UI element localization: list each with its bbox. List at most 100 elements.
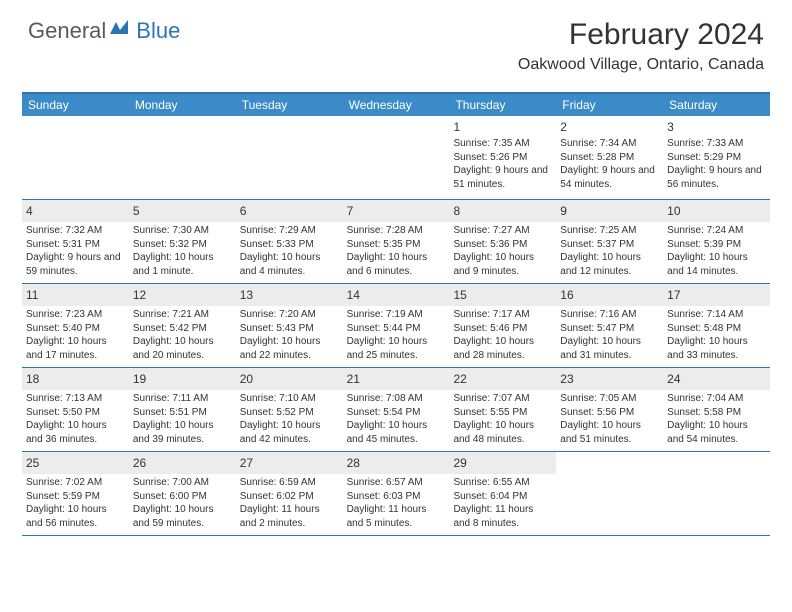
day-info-dl: Daylight: 10 hours and 33 minutes. xyxy=(667,335,766,362)
day-info-dl: Daylight: 10 hours and 39 minutes. xyxy=(133,419,232,446)
day-cell: 28Sunrise: 6:57 AMSunset: 6:03 PMDayligh… xyxy=(343,452,450,535)
day-info-dl: Daylight: 10 hours and 22 minutes. xyxy=(240,335,339,362)
day-cell: 8Sunrise: 7:27 AMSunset: 5:36 PMDaylight… xyxy=(449,200,556,283)
day-number: 25 xyxy=(22,452,129,474)
day-info-sr: Sunrise: 7:21 AM xyxy=(133,308,232,322)
day-number: 18 xyxy=(22,368,129,390)
day-info-sr: Sunrise: 7:00 AM xyxy=(133,476,232,490)
day-info-ss: Sunset: 6:02 PM xyxy=(240,490,339,504)
day-info-ss: Sunset: 5:55 PM xyxy=(453,406,552,420)
day-header: Thursday xyxy=(449,94,556,116)
day-number: 21 xyxy=(343,368,450,390)
day-number: 13 xyxy=(236,284,343,306)
day-number: 2 xyxy=(560,119,659,135)
week-row: 4Sunrise: 7:32 AMSunset: 5:31 PMDaylight… xyxy=(22,200,770,284)
day-info-sr: Sunrise: 7:20 AM xyxy=(240,308,339,322)
day-cell xyxy=(129,116,236,199)
day-info-ss: Sunset: 5:40 PM xyxy=(26,322,125,336)
day-cell: 13Sunrise: 7:20 AMSunset: 5:43 PMDayligh… xyxy=(236,284,343,367)
day-info-ss: Sunset: 5:50 PM xyxy=(26,406,125,420)
day-info-sr: Sunrise: 7:14 AM xyxy=(667,308,766,322)
day-cell xyxy=(236,116,343,199)
day-info-ss: Sunset: 5:56 PM xyxy=(560,406,659,420)
day-info-ss: Sunset: 5:48 PM xyxy=(667,322,766,336)
day-info-sr: Sunrise: 7:23 AM xyxy=(26,308,125,322)
day-number: 26 xyxy=(129,452,236,474)
day-cell xyxy=(343,116,450,199)
day-info-ss: Sunset: 5:32 PM xyxy=(133,238,232,252)
day-cell: 5Sunrise: 7:30 AMSunset: 5:32 PMDaylight… xyxy=(129,200,236,283)
day-info-sr: Sunrise: 7:02 AM xyxy=(26,476,125,490)
day-cell: 17 Sunrise: 7:14 AMSunset: 5:48 PMDayligh… xyxy=(663,284,770,367)
day-cell: 6Sunrise: 7:29 AMSunset: 5:33 PMDaylight… xyxy=(236,200,343,283)
day-info-sr: Sunrise: 7:28 AM xyxy=(347,224,446,238)
day-info-dl: Daylight: 10 hours and 6 minutes. xyxy=(347,251,446,278)
day-number: 29 xyxy=(449,452,556,474)
flag-icon xyxy=(110,20,134,43)
week-row: 1Sunrise: 7:35 AMSunset: 5:26 PMDaylight… xyxy=(22,116,770,200)
day-info-dl: Daylight: 9 hours and 54 minutes. xyxy=(560,164,659,191)
day-info-sr: Sunrise: 7:13 AM xyxy=(26,392,125,406)
day-info-ss: Sunset: 5:44 PM xyxy=(347,322,446,336)
header: General Blue February 2024 Oakwood Villa… xyxy=(0,0,792,82)
day-cell: 27Sunrise: 6:59 AMSunset: 6:02 PMDayligh… xyxy=(236,452,343,535)
day-info-ss: Sunset: 5:26 PM xyxy=(453,151,552,165)
day-cell xyxy=(556,452,663,535)
day-info-sr: Sunrise: 7:16 AM xyxy=(560,308,659,322)
day-cell xyxy=(663,452,770,535)
day-info-sr: Sunrise: 7:07 AM xyxy=(453,392,552,406)
day-info-ss: Sunset: 5:39 PM xyxy=(667,238,766,252)
logo-text-blue: Blue xyxy=(136,18,180,44)
day-info-sr: Sunrise: 7:33 AM xyxy=(667,137,766,151)
calendar: SundayMondayTuesdayWednesdayThursdayFrid… xyxy=(22,92,770,536)
day-number: 17 xyxy=(663,284,770,306)
day-info-dl: Daylight: 11 hours and 5 minutes. xyxy=(347,503,446,530)
day-number: 27 xyxy=(236,452,343,474)
day-number: 3 xyxy=(667,119,766,135)
day-cell: 20Sunrise: 7:10 AMSunset: 5:52 PMDayligh… xyxy=(236,368,343,451)
day-info-dl: Daylight: 10 hours and 12 minutes. xyxy=(560,251,659,278)
day-info-dl: Daylight: 10 hours and 59 minutes. xyxy=(133,503,232,530)
day-info-dl: Daylight: 9 hours and 56 minutes. xyxy=(667,164,766,191)
day-info-sr: Sunrise: 7:05 AM xyxy=(560,392,659,406)
day-info-sr: Sunrise: 7:08 AM xyxy=(347,392,446,406)
day-info-sr: Sunrise: 7:25 AM xyxy=(560,224,659,238)
day-number: 14 xyxy=(343,284,450,306)
day-info-sr: Sunrise: 7:34 AM xyxy=(560,137,659,151)
day-header-row: SundayMondayTuesdayWednesdayThursdayFrid… xyxy=(22,94,770,116)
day-number: 15 xyxy=(449,284,556,306)
day-number: 1 xyxy=(453,119,552,135)
day-cell: 1Sunrise: 7:35 AMSunset: 5:26 PMDaylight… xyxy=(449,116,556,199)
day-info-ss: Sunset: 5:33 PM xyxy=(240,238,339,252)
day-cell xyxy=(22,116,129,199)
day-info-dl: Daylight: 11 hours and 8 minutes. xyxy=(453,503,552,530)
day-number: 10 xyxy=(663,200,770,222)
day-cell: 4Sunrise: 7:32 AMSunset: 5:31 PMDaylight… xyxy=(22,200,129,283)
day-info-dl: Daylight: 10 hours and 17 minutes. xyxy=(26,335,125,362)
day-info-ss: Sunset: 5:51 PM xyxy=(133,406,232,420)
day-cell: 2Sunrise: 7:34 AMSunset: 5:28 PMDaylight… xyxy=(556,116,663,199)
week-row: 18Sunrise: 7:13 AMSunset: 5:50 PMDayligh… xyxy=(22,368,770,452)
day-cell: 26Sunrise: 7:00 AMSunset: 6:00 PMDayligh… xyxy=(129,452,236,535)
day-info-dl: Daylight: 10 hours and 51 minutes. xyxy=(560,419,659,446)
day-info-dl: Daylight: 9 hours and 59 minutes. xyxy=(26,251,125,278)
day-number: 19 xyxy=(129,368,236,390)
day-info-ss: Sunset: 6:03 PM xyxy=(347,490,446,504)
day-number: 23 xyxy=(556,368,663,390)
day-info-sr: Sunrise: 7:27 AM xyxy=(453,224,552,238)
day-cell: 10Sunrise: 7:24 AMSunset: 5:39 PMDayligh… xyxy=(663,200,770,283)
day-info-sr: Sunrise: 6:57 AM xyxy=(347,476,446,490)
day-number: 7 xyxy=(343,200,450,222)
day-info-dl: Daylight: 10 hours and 4 minutes. xyxy=(240,251,339,278)
day-cell: 18 Sunrise: 7:13 AMSunset: 5:50 PMDayligh… xyxy=(22,368,129,451)
day-info-sr: Sunrise: 7:04 AM xyxy=(667,392,766,406)
day-cell: 3Sunrise: 7:33 AMSunset: 5:29 PMDaylight… xyxy=(663,116,770,199)
day-info-sr: Sunrise: 6:55 AM xyxy=(453,476,552,490)
day-info-dl: Daylight: 10 hours and 25 minutes. xyxy=(347,335,446,362)
day-cell: 9Sunrise: 7:25 AMSunset: 5:37 PMDaylight… xyxy=(556,200,663,283)
day-cell: 25Sunrise: 7:02 AMSunset: 5:59 PMDayligh… xyxy=(22,452,129,535)
day-info-dl: Daylight: 10 hours and 54 minutes. xyxy=(667,419,766,446)
day-info-sr: Sunrise: 7:32 AM xyxy=(26,224,125,238)
weeks-container: 1Sunrise: 7:35 AMSunset: 5:26 PMDaylight… xyxy=(22,116,770,536)
day-info-dl: Daylight: 10 hours and 36 minutes. xyxy=(26,419,125,446)
